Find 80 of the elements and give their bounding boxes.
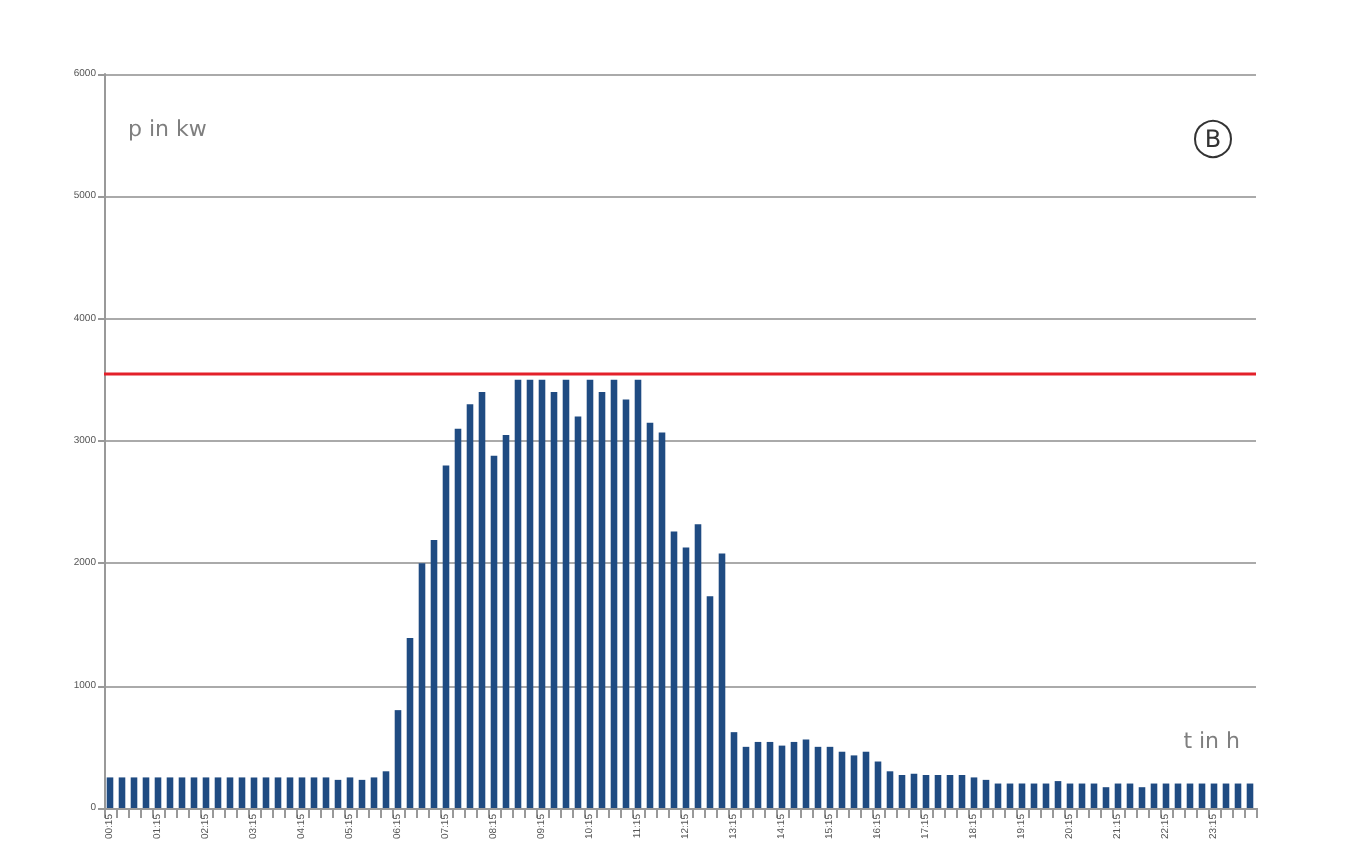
bar [154, 777, 162, 808]
bar [586, 379, 594, 808]
bar [778, 745, 786, 808]
bar [1054, 781, 1062, 808]
bar [862, 751, 870, 808]
bar [322, 777, 330, 808]
bar [742, 746, 750, 808]
bar [538, 379, 546, 808]
bar [646, 422, 654, 808]
y-axis-title: p in kw [128, 116, 207, 142]
bar [706, 596, 714, 808]
bar [958, 774, 966, 808]
bar [874, 761, 882, 808]
bar [790, 741, 798, 808]
bar [766, 741, 774, 808]
bar [118, 777, 126, 808]
bar [898, 774, 906, 808]
bar [502, 434, 510, 808]
bar [382, 771, 390, 808]
bar [190, 777, 198, 808]
bar [814, 746, 822, 808]
bar [574, 416, 582, 808]
bar [106, 777, 114, 808]
bar [838, 751, 846, 808]
bar [670, 531, 678, 808]
bar [598, 392, 606, 808]
bar [478, 392, 486, 808]
bar [658, 432, 666, 808]
bar [406, 637, 414, 808]
bar [442, 465, 450, 808]
bar [394, 710, 402, 808]
bar [142, 777, 150, 808]
bar [358, 779, 366, 808]
bar [490, 455, 498, 808]
bar [286, 777, 294, 808]
bar [166, 777, 174, 808]
bar [754, 741, 762, 808]
bar [634, 379, 642, 808]
bar [514, 379, 522, 808]
bar [934, 774, 942, 808]
bar [610, 379, 618, 808]
bar [274, 777, 282, 808]
bar [802, 739, 810, 808]
bar [886, 771, 894, 808]
bar [202, 777, 210, 808]
bar [718, 553, 726, 808]
bar [982, 779, 990, 808]
bar [346, 777, 354, 808]
bar [454, 428, 462, 808]
bar [466, 404, 474, 808]
bar [826, 746, 834, 808]
bar [1102, 787, 1110, 808]
bar [910, 773, 918, 808]
bar [694, 524, 702, 808]
bar [1138, 787, 1146, 808]
bar [298, 777, 306, 808]
bar [238, 777, 246, 808]
bar [970, 777, 978, 808]
bar [310, 777, 318, 808]
bar [262, 777, 270, 808]
bar [370, 777, 378, 808]
bar [730, 732, 738, 808]
bar [682, 547, 690, 808]
bar [214, 777, 222, 808]
bar [178, 777, 186, 808]
bar [946, 774, 954, 808]
x-axis-title: t in h [1183, 728, 1241, 754]
bar [922, 774, 930, 808]
bar [226, 777, 234, 808]
bar [850, 755, 858, 808]
bar [250, 777, 258, 808]
bar [130, 777, 138, 808]
bar [562, 379, 570, 808]
bar [550, 392, 558, 808]
bar [526, 379, 534, 808]
annotation: B [1204, 125, 1222, 153]
bar [622, 399, 630, 808]
bar [418, 563, 426, 808]
bar [430, 540, 438, 808]
bar [334, 779, 342, 808]
